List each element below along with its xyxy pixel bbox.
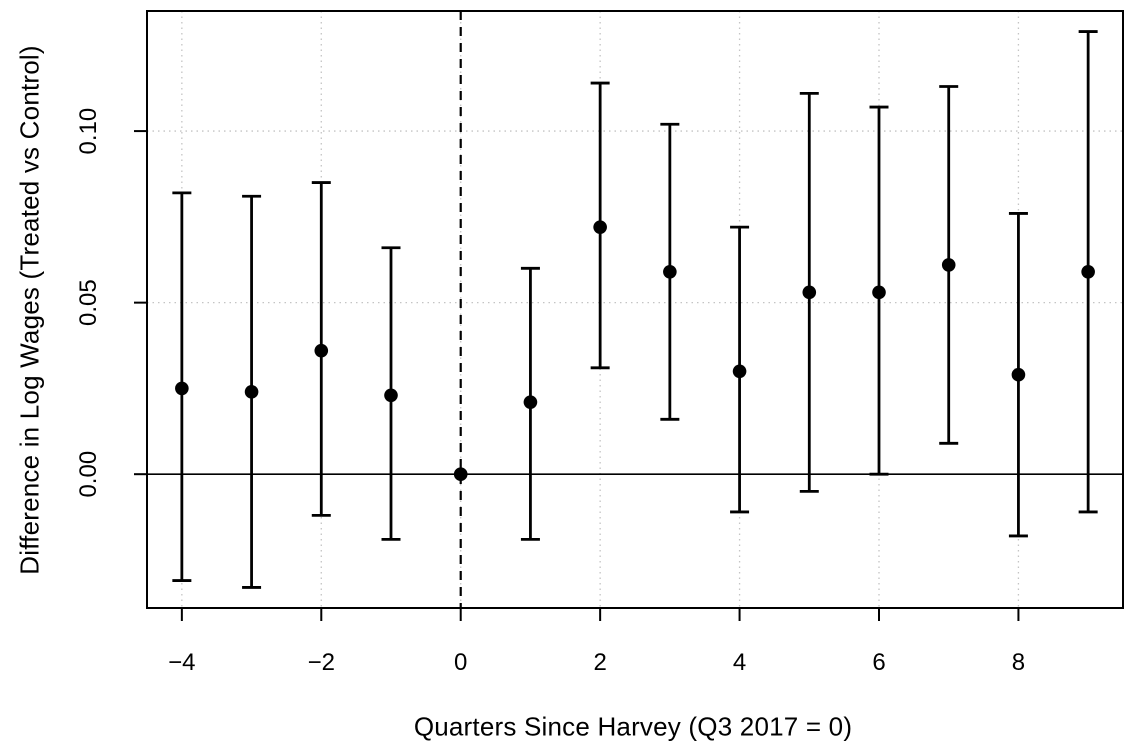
x-axis-tick-label: 8 (1012, 649, 1025, 676)
x-axis-tick-label: −4 (168, 649, 195, 676)
plot-border (146, 10, 1124, 609)
point-estimate-q5 (802, 285, 817, 300)
point-estimate-q-3 (244, 385, 259, 399)
x-axis-tick-label: −2 (308, 649, 335, 676)
x-axis-tick-label: 4 (733, 649, 746, 676)
point-estimate-q4 (732, 364, 747, 379)
point-estimate-q9 (1081, 264, 1095, 279)
y-axis-title: Difference in Log Wages (Treated vs Cont… (14, 45, 45, 575)
point-estimate-q0 (453, 467, 468, 481)
point-estimate-q8 (1011, 367, 1026, 382)
point-estimate-q-4 (175, 381, 189, 396)
point-estimate-q-2 (314, 343, 329, 358)
x-axis-tick-label: 2 (593, 649, 606, 676)
point-estimate-q6 (872, 285, 886, 300)
x-axis-tick-label: 0 (454, 649, 467, 676)
x-axis-tick-label: 6 (872, 649, 885, 676)
y-axis-tick-label: 0.05 (75, 279, 102, 326)
y-axis-tick-label: 0.10 (75, 108, 102, 155)
point-estimate-q-1 (384, 388, 398, 403)
point-estimate-q2 (593, 220, 607, 234)
point-estimate-q1 (523, 395, 538, 409)
x-axis-title: Quarters Since Harvey (Q3 2017 = 0) (413, 711, 853, 742)
point-estimate-q7 (941, 258, 956, 272)
point-estimate-q3 (663, 264, 677, 279)
y-axis-tick-label: 0.00 (75, 451, 102, 498)
